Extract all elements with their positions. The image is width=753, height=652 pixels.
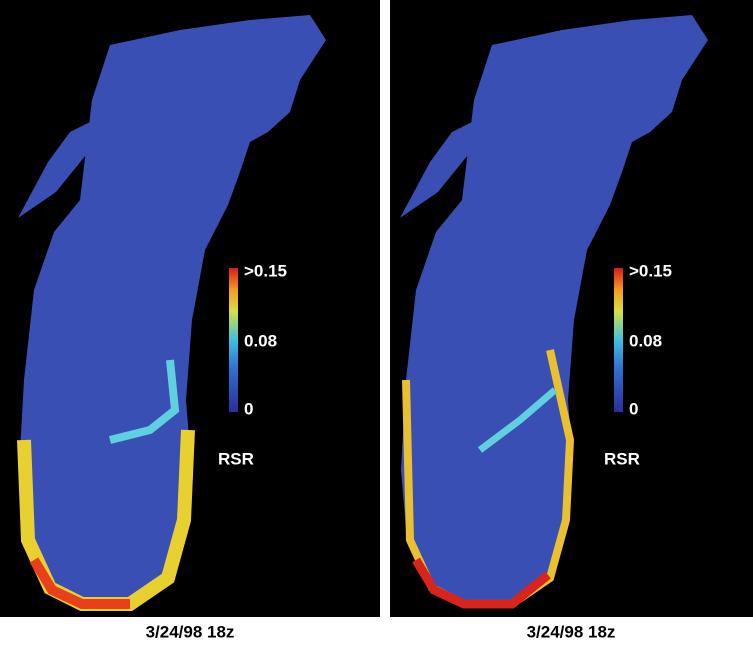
- colorbar-title: RSR: [604, 449, 640, 468]
- figure: 3/24/98 18z >0.15 0.08 0 RSR 3/24/98 18z >0.15…: [0, 0, 753, 647]
- caption: 3/24/98 18z: [146, 622, 235, 641]
- colorbar-label: >0.15: [244, 261, 287, 280]
- caption: 3/24/98 18z: [527, 622, 616, 641]
- colorbar-title: RSR: [218, 449, 254, 468]
- colorbar-label: 0: [629, 399, 638, 418]
- colorbar-label: 0: [244, 399, 253, 418]
- page: 3/24/98 18z >0.15 0.08 0 RSR 3/24/98 18z >0.15…: [0, 0, 753, 647]
- colorbar-label: 0.08: [244, 331, 277, 350]
- colorbar-label: 0.08: [629, 331, 662, 350]
- colorbar: [614, 268, 623, 412]
- colorbar-label: >0.15: [629, 261, 672, 280]
- colorbar: [229, 268, 238, 412]
